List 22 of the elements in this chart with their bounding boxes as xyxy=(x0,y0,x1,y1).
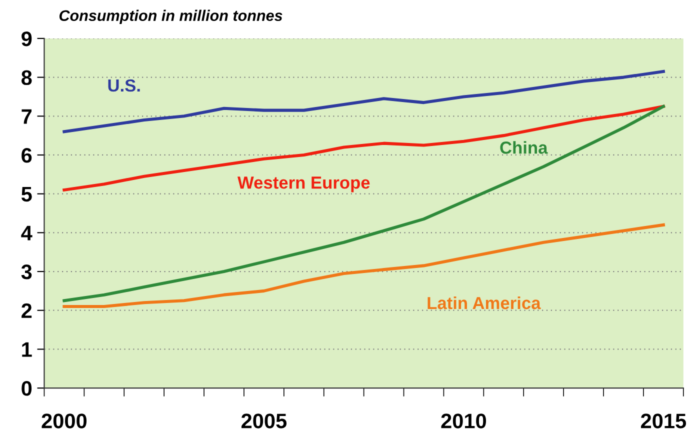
line-series xyxy=(62,70,665,134)
y-tick-label: 3 xyxy=(21,264,32,280)
y-tick-label: 7 xyxy=(22,109,32,124)
line-series xyxy=(62,223,665,308)
series-label: U.S. xyxy=(108,79,140,92)
x-tick-label: 2015 xyxy=(640,414,686,428)
y-tick-label: 1 xyxy=(22,342,32,357)
series-label: Western Europe xyxy=(238,176,370,192)
series-label: Latin America xyxy=(428,296,541,310)
y-tick-label: 8 xyxy=(21,70,32,86)
y-tick-label: 4 xyxy=(21,226,32,240)
y-tick-label: 9 xyxy=(22,31,32,46)
line-series xyxy=(62,104,665,192)
y-tick-label: 0 xyxy=(22,381,32,396)
x-tick-label: 2010 xyxy=(441,414,486,428)
x-tick-label: 2000 xyxy=(42,414,87,428)
x-tick-label: 2005 xyxy=(241,414,287,428)
y-tick-label: 6 xyxy=(22,148,32,163)
series-label: China xyxy=(500,141,548,154)
y-tick-label: 2 xyxy=(22,303,32,318)
y-axis-title: Consumption in million tonnes xyxy=(59,10,282,24)
y-tick-label: 5 xyxy=(21,187,32,202)
